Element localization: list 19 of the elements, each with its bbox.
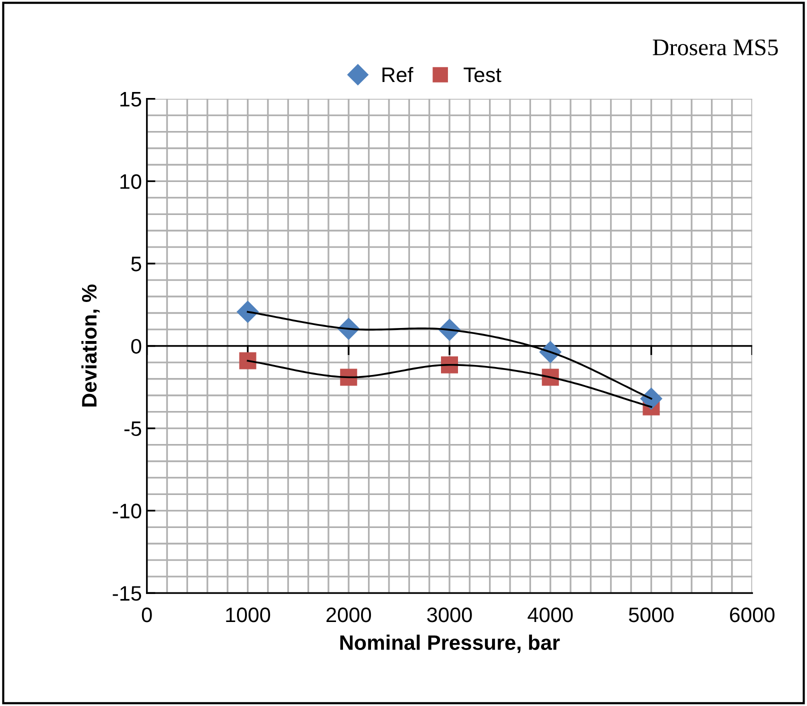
x-tick-label: 0 — [142, 607, 152, 622]
x-tick-label: 2000 — [326, 607, 371, 622]
text: Drosera MS5 — [652, 39, 778, 56]
legend-label: Test — [464, 68, 502, 82]
y-tick-label: 10 — [120, 174, 142, 189]
y-axis-title: Deviation, % — [81, 284, 100, 406]
x-tick-label: 3000 — [427, 607, 472, 622]
y-tick-label: 5 — [131, 256, 142, 272]
x-tick-label: 6000 — [730, 607, 774, 622]
x-tick-label: 4000 — [528, 607, 573, 622]
y-tick-label: -5 — [124, 422, 142, 436]
y-tick-label: 15 — [120, 92, 142, 107]
y-tick-label: -15 — [112, 586, 142, 601]
x-axis-title: Nominal Pressure, bar — [340, 634, 560, 654]
legend-label: Ref — [382, 66, 414, 82]
x-tick-label: 5000 — [628, 607, 674, 622]
y-tick-label: -10 — [112, 504, 142, 518]
x-tick-label: 1000 — [226, 607, 270, 622]
y-tick-label: 0 — [131, 338, 142, 354]
